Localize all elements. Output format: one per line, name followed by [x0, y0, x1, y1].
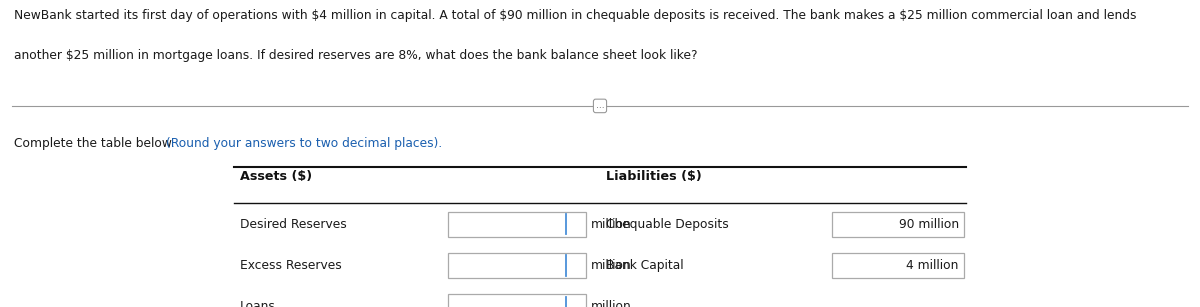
Text: Assets ($): Assets ($): [240, 170, 312, 183]
Text: 90 million: 90 million: [899, 218, 959, 231]
FancyBboxPatch shape: [832, 253, 964, 278]
Text: Bank Capital: Bank Capital: [606, 259, 684, 272]
Text: 4 million: 4 million: [906, 259, 959, 272]
Text: Chequable Deposits: Chequable Deposits: [606, 218, 728, 231]
Text: million: million: [590, 259, 631, 272]
Text: NewBank started its first day of operations with $4 million in capital. A total : NewBank started its first day of operati…: [14, 9, 1136, 22]
FancyBboxPatch shape: [448, 253, 586, 278]
Text: ...: ...: [595, 101, 605, 111]
Text: Complete the table below.: Complete the table below.: [14, 137, 179, 150]
Text: Loans: Loans: [240, 301, 276, 307]
Text: million: million: [590, 301, 631, 307]
Text: million: million: [590, 218, 631, 231]
Text: another $25 million in mortgage loans. If desired reserves are 8%, what does the: another $25 million in mortgage loans. I…: [14, 49, 698, 62]
Text: Excess Reserves: Excess Reserves: [240, 259, 342, 272]
Text: Liabilities ($): Liabilities ($): [606, 170, 702, 183]
FancyBboxPatch shape: [448, 294, 586, 307]
FancyBboxPatch shape: [448, 212, 586, 237]
Text: (Round your answers to two decimal places).: (Round your answers to two decimal place…: [166, 137, 442, 150]
FancyBboxPatch shape: [832, 212, 964, 237]
Text: Desired Reserves: Desired Reserves: [240, 218, 347, 231]
